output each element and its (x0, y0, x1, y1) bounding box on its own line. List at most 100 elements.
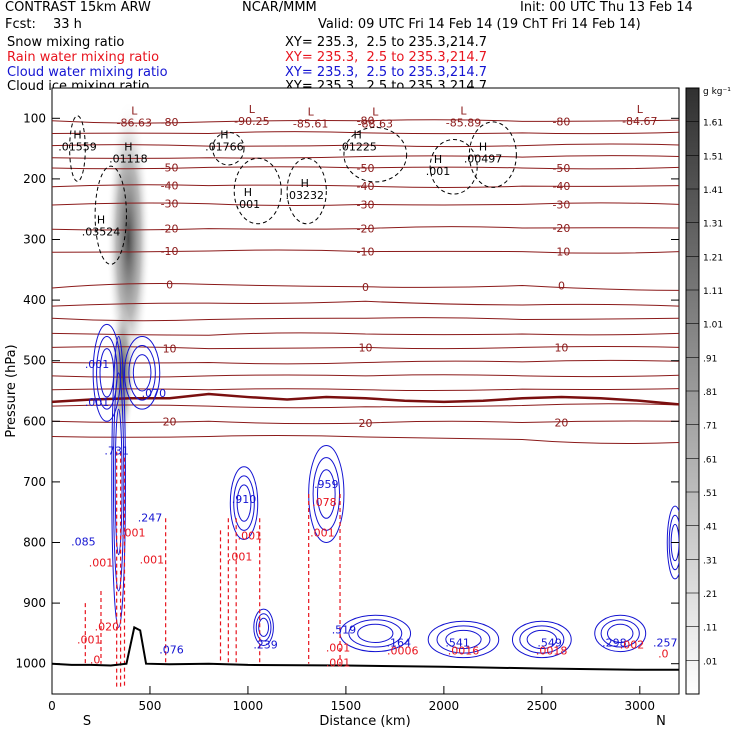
minimum-value-label: -88.63 (358, 118, 393, 131)
cloud-water-contour (112, 372, 125, 592)
cloud-water-contour (427, 620, 500, 659)
temperature-contour-label: -30 (161, 198, 179, 211)
cloud-water-value-label: .910 (232, 493, 257, 506)
temperature-contour-label: 0 (558, 280, 565, 293)
y-tick-label: 600 (23, 414, 46, 428)
cloud-ice-contour (212, 131, 245, 166)
temperature-contour-label: -50 (552, 162, 570, 175)
cloud-ice-contour (429, 139, 478, 195)
x-tick-label: 0 (48, 699, 56, 713)
legend-rain-label: Rain water mixing ratio (7, 50, 160, 65)
colorbar-tick-label: 1.41 (703, 186, 723, 196)
colorbar-tick-label: .81 (703, 388, 717, 398)
y-axis-title: Pressure (hPa) (4, 344, 19, 437)
y-tick-label: 300 (23, 233, 46, 247)
rain-water-value-label: .0 (658, 648, 669, 661)
x-end-label: N (656, 714, 666, 729)
y-tick-label: 900 (23, 596, 46, 610)
cloud-water-value-label: .247 (138, 511, 163, 524)
temperature-contour (52, 403, 679, 409)
temperature-contour (52, 300, 679, 307)
cloud-water-contour (666, 505, 679, 580)
x-tick-label: 2500 (527, 699, 558, 713)
temperature-contour-label: 0 (166, 278, 173, 291)
rain-water-value-label: .001 (77, 634, 102, 647)
temperature-contour (52, 317, 679, 322)
colorbar-tick-label: 1.61 (703, 119, 723, 129)
terrain-line (52, 625, 679, 671)
cloud-ice-contour (286, 157, 327, 225)
temperature-contour-label: -80 (552, 115, 570, 128)
colorbar-tick-label: .11 (703, 624, 717, 634)
cloud-ice-contour (233, 157, 282, 225)
cloud-water-contour (258, 617, 270, 637)
temperature-contour (52, 282, 679, 291)
y-tick-label: 500 (23, 354, 46, 368)
cloud-water-value-label: .731 (104, 445, 129, 458)
cloud-water-value-label: .001 (85, 358, 110, 371)
maximum-value-label: .03524 (82, 225, 121, 238)
cloud-water-contour (92, 323, 122, 422)
cloud-water-contour (511, 620, 572, 659)
init-time: Init: 00 UTC Thu 13 Feb 14 (520, 0, 693, 15)
model-title: CONTRAST 15km ARW (5, 0, 151, 15)
maximum-marker: H (244, 186, 252, 199)
cloud-water-value-label: .164 (387, 637, 412, 650)
cloud-water-value-label: .959 (314, 478, 339, 491)
maximum-marker: H (434, 153, 442, 166)
cloud-water-contour (357, 623, 394, 643)
legend-cloud-water-xy: XY= 235.3, 2.5 to 235.3,214.7 (285, 65, 488, 80)
minimum-value-label: -84.67 (622, 115, 657, 128)
cloud-water-contour (233, 475, 255, 531)
minimum-value-label: -86.63 (117, 116, 152, 129)
cloud-ice-contour (69, 115, 86, 182)
legend-cloud-water-label: Cloud water mixing ratio (7, 65, 168, 80)
y-tick-label: 1000 (15, 657, 46, 671)
y-tick-label: 100 (23, 111, 46, 125)
colorbar-tick-label: .71 (703, 422, 717, 432)
colorbar-tick-label: .21 (703, 590, 717, 600)
cloud-water-value-label: .298 (602, 637, 627, 650)
cloud-water-contour (339, 614, 412, 653)
colorbar-tick-label: .31 (703, 556, 717, 566)
temperature-contour-label: -10 (357, 246, 375, 259)
legend-snow-xy: XY= 235.3, 2.5 to 235.3,214.7 (285, 35, 488, 50)
cloud-water-contour (128, 345, 156, 401)
maximum-value-label: .03232 (286, 189, 325, 202)
maximum-value-label: .001 (426, 165, 451, 178)
cloud-water-contour (445, 629, 482, 650)
temperature-contour-label: -10 (161, 245, 179, 258)
cloud-water-contour (594, 614, 647, 653)
maximum-value-label: .00497 (464, 153, 503, 166)
cloud-water-value-label: .076 (159, 643, 184, 656)
snow-plume-upper (106, 99, 151, 380)
rain-water-value-label: .001 (310, 526, 335, 539)
temperature-contour (52, 359, 679, 365)
temperature-contour-label: -30 (357, 198, 375, 211)
temperature-contour (52, 155, 679, 159)
colorbar-tick-label: .41 (703, 523, 717, 533)
maximum-value-label: .01766 (205, 141, 244, 154)
cloud-water-contour (312, 457, 341, 531)
cloud-water-value-label: .257 (653, 637, 678, 650)
plot-area (51, 87, 680, 695)
rain-water-value-label: .001 (326, 642, 351, 655)
y-tick-label: 800 (23, 536, 46, 550)
forecast-hour: 33 h (53, 17, 82, 32)
minimum-marker: L (637, 103, 644, 116)
colorbar-tick-label: 1.21 (703, 253, 723, 263)
temperature-contour-label: 20 (163, 415, 177, 428)
temperature-contour (52, 249, 679, 254)
temperature-contour-label: -80 (161, 116, 179, 129)
minimum-value-label: -85.61 (293, 118, 328, 131)
temperature-contour-label: -40 (357, 180, 375, 193)
temperature-contour (52, 202, 679, 207)
temperature-contour (52, 226, 679, 231)
maximum-marker: H (301, 177, 309, 190)
rain-water-value-label: .001 (121, 526, 146, 539)
colorbar-tick-label: .51 (703, 489, 717, 499)
temperature-contour-label: -20 (161, 223, 179, 236)
maximum-marker: H (73, 129, 81, 142)
colorbar-tick-label: 1.31 (703, 220, 723, 230)
temperature-contour (52, 332, 679, 336)
